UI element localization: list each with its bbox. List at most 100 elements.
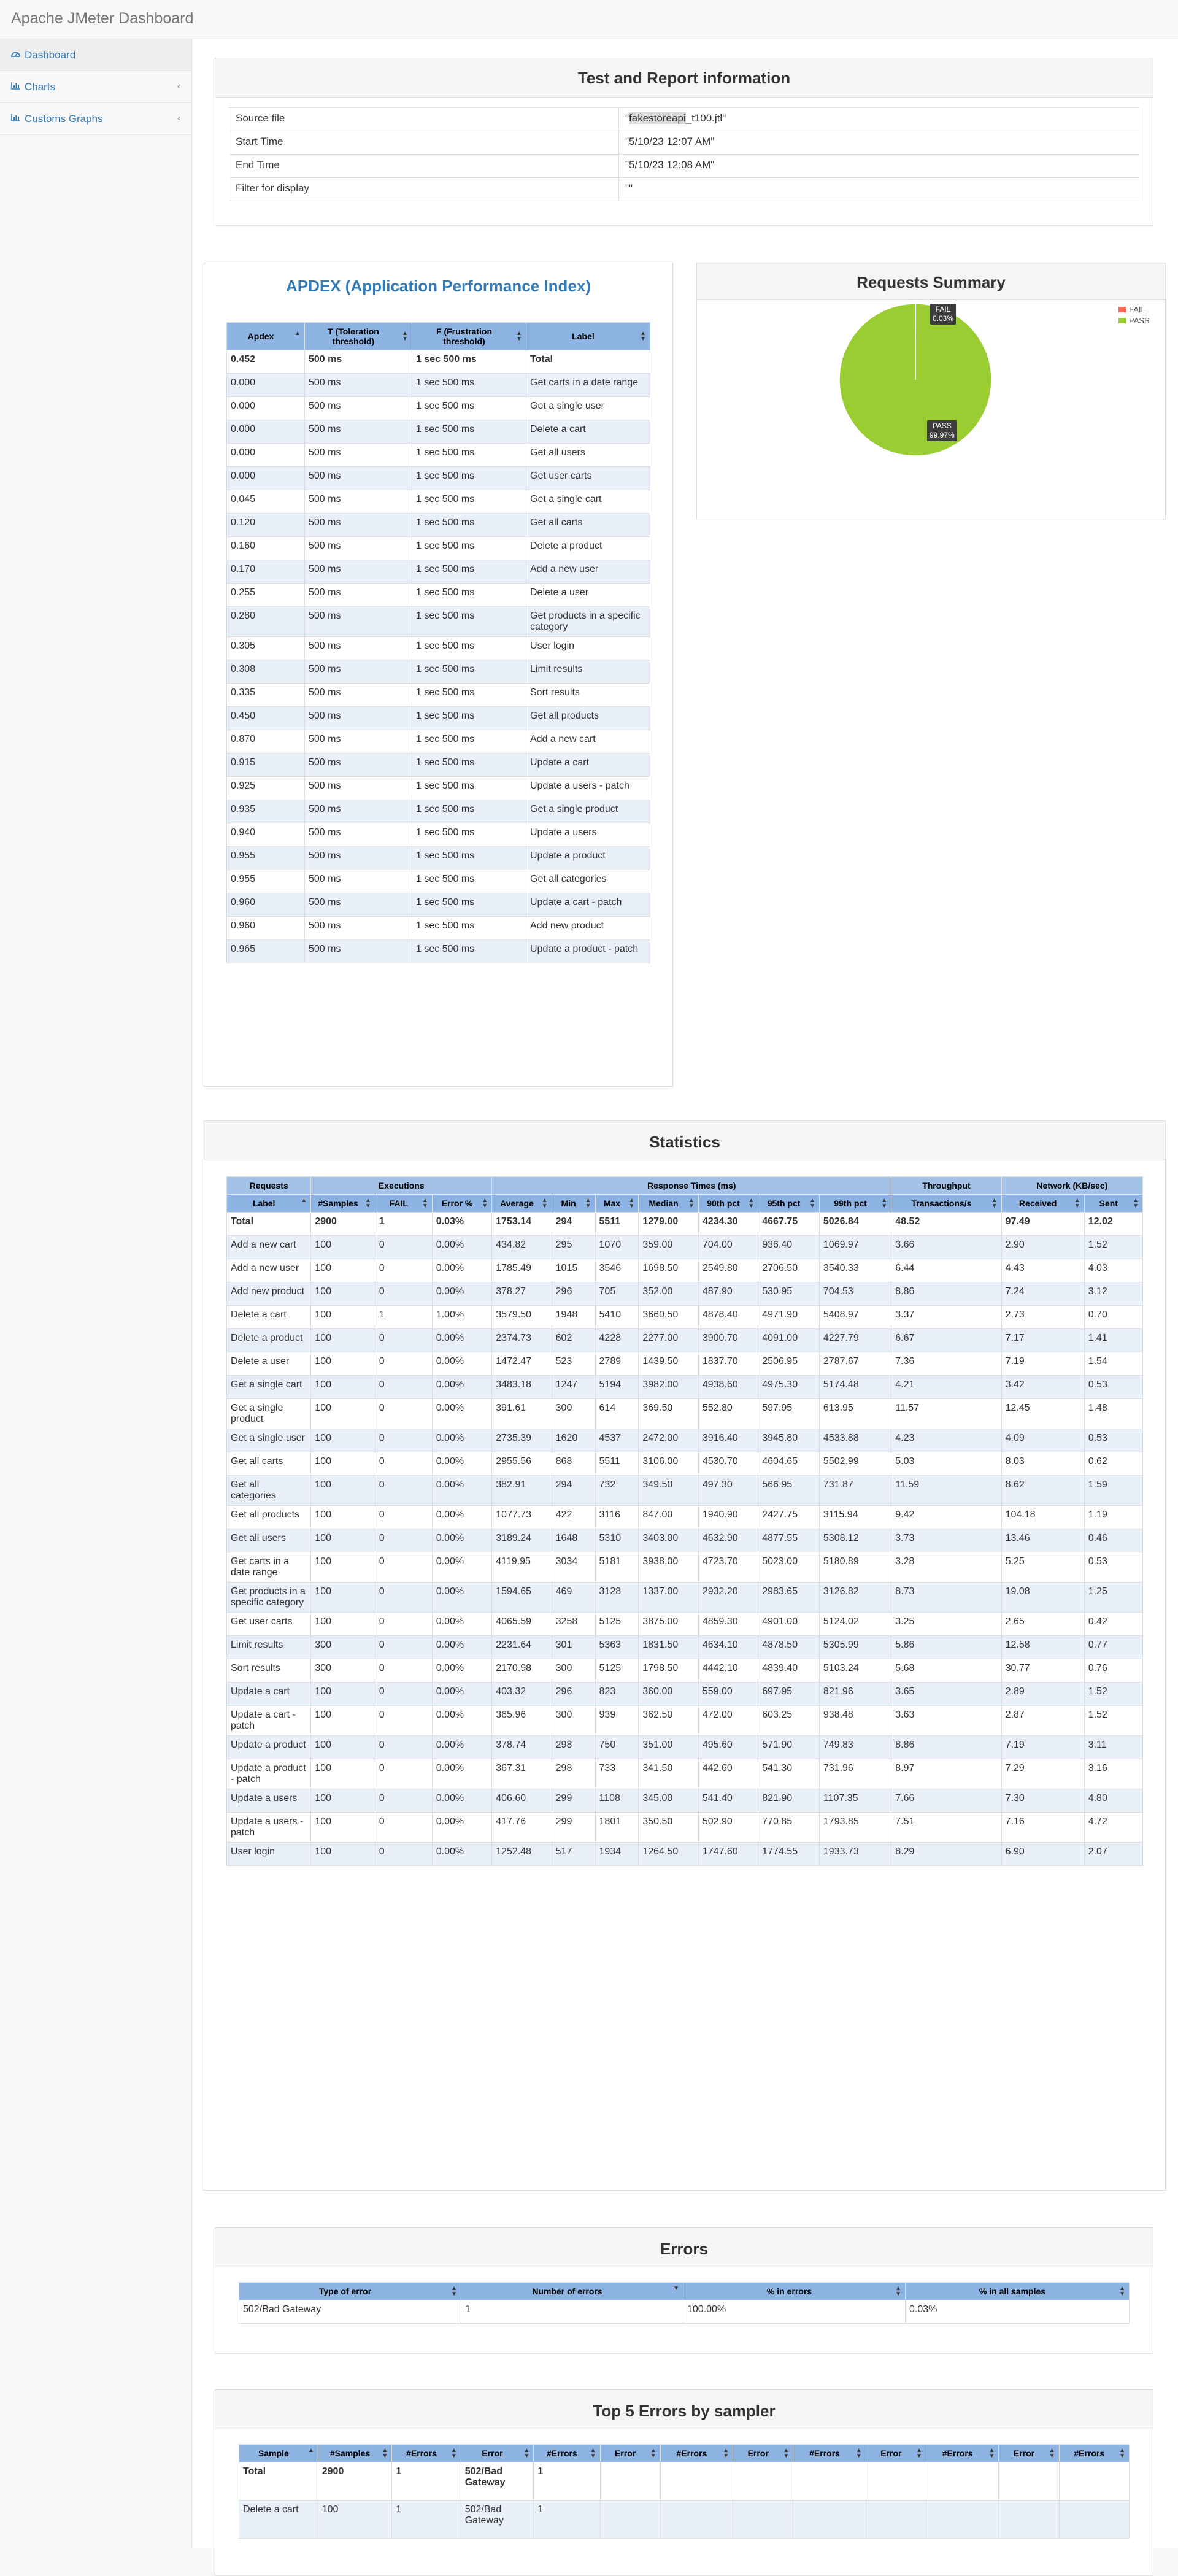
table-cell: 1648 bbox=[552, 1529, 595, 1552]
column-header-type-of-error[interactable]: Type of error▲▼ bbox=[239, 2283, 461, 2300]
table-cell: 294 bbox=[552, 1213, 595, 1236]
table-cell: 4442.10 bbox=[698, 1659, 758, 1683]
table-cell: User login bbox=[227, 1843, 311, 1866]
column-header--errors[interactable]: #Errors▲▼ bbox=[660, 2445, 733, 2462]
table-cell: User login bbox=[526, 637, 650, 660]
column-header-apdex[interactable]: Apdex▲ bbox=[227, 323, 305, 350]
column-header-label[interactable]: Label▲▼ bbox=[526, 323, 650, 350]
table-cell: 3.12 bbox=[1084, 1282, 1142, 1306]
sidebar-item-customs-graphs[interactable]: Customs Graphs ‹ bbox=[0, 103, 191, 135]
column-header-toleration[interactable]: T (Toleration threshold)▲▼ bbox=[305, 323, 412, 350]
legend-item-pass[interactable]: PASS bbox=[1118, 316, 1150, 325]
table-cell: 0.925 bbox=[227, 777, 305, 800]
table-cell: 0 bbox=[375, 1329, 432, 1352]
column-header--errors[interactable]: #Errors▲▼ bbox=[392, 2445, 461, 2462]
table-cell: 500 ms bbox=[305, 870, 412, 893]
column-header-average[interactable]: Average▲▼ bbox=[492, 1195, 552, 1213]
table-cell: 0.00% bbox=[432, 1613, 491, 1636]
column-header-fail[interactable]: FAIL▲▼ bbox=[375, 1195, 432, 1213]
table-cell: 0 bbox=[375, 1352, 432, 1376]
column-header-received[interactable]: Received▲▼ bbox=[1001, 1195, 1084, 1213]
legend-item-fail[interactable]: FAIL bbox=[1118, 305, 1150, 314]
table-cell: 0.53 bbox=[1084, 1552, 1142, 1583]
table-cell: 3258 bbox=[552, 1613, 595, 1636]
sort-icon: ▲▼ bbox=[451, 2286, 457, 2297]
column-header-error[interactable]: Error▲▼ bbox=[999, 2445, 1059, 2462]
column-header-number-of-errors[interactable]: Number of errors▼ bbox=[461, 2283, 683, 2300]
table-cell: 9.42 bbox=[891, 1506, 1001, 1529]
column-header-frustration[interactable]: F (Frustration threshold)▲▼ bbox=[412, 323, 526, 350]
column-header--errors[interactable]: #Errors▲▼ bbox=[926, 2445, 999, 2462]
info-label: Start Time bbox=[229, 131, 619, 155]
table-cell: 296 bbox=[552, 1282, 595, 1306]
column-header-sent[interactable]: Sent▲▼ bbox=[1084, 1195, 1142, 1213]
column-header-error-[interactable]: Error %▲▼ bbox=[432, 1195, 491, 1213]
sidebar-item-dashboard[interactable]: Dashboard bbox=[0, 39, 191, 71]
column-header-error[interactable]: Error▲▼ bbox=[461, 2445, 534, 2462]
table-cell: 0.305 bbox=[227, 637, 305, 660]
sort-icon: ▲▼ bbox=[585, 1198, 591, 1209]
table-cell: 2787.67 bbox=[819, 1352, 891, 1376]
pie-slice-pass[interactable] bbox=[839, 304, 991, 456]
column-header-sample[interactable]: Sample▲ bbox=[239, 2445, 318, 2462]
table-cell: 3546 bbox=[595, 1259, 639, 1282]
table-cell: 1439.50 bbox=[639, 1352, 698, 1376]
table-cell: 1 sec 500 ms bbox=[412, 560, 526, 584]
table-cell: 2.73 bbox=[1001, 1306, 1084, 1329]
table-cell: Delete a product bbox=[526, 537, 650, 560]
column-header-error[interactable]: Error▲▼ bbox=[733, 2445, 793, 2462]
table-cell: 500 ms bbox=[305, 350, 412, 374]
table-cell: 2983.65 bbox=[758, 1583, 820, 1613]
column-header-99th-pct[interactable]: 99th pct▲▼ bbox=[819, 1195, 891, 1213]
table-cell: 1934 bbox=[595, 1843, 639, 1866]
column-header-max[interactable]: Max▲▼ bbox=[595, 1195, 639, 1213]
column-header--samples[interactable]: #Samples▲▼ bbox=[318, 2445, 392, 2462]
column-header-pct-in-all-samples[interactable]: % in all samples▲▼ bbox=[906, 2283, 1130, 2300]
column-header-transactions-s[interactable]: Transactions/s▲▼ bbox=[891, 1195, 1001, 1213]
table-cell: 0.940 bbox=[227, 823, 305, 847]
table-cell: 1 bbox=[534, 2501, 600, 2539]
table-cell: 1 bbox=[375, 1306, 432, 1329]
table-cell: 613.95 bbox=[819, 1399, 891, 1429]
column-header-90th-pct[interactable]: 90th pct▲▼ bbox=[698, 1195, 758, 1213]
table-cell: 1.41 bbox=[1084, 1329, 1142, 1352]
column-header--errors[interactable]: #Errors▲▼ bbox=[793, 2445, 866, 2462]
table-cell: 6.67 bbox=[891, 1329, 1001, 1352]
table-cell: 100 bbox=[311, 1529, 375, 1552]
table-cell: 1 sec 500 ms bbox=[412, 917, 526, 940]
table-cell bbox=[660, 2501, 733, 2539]
column-header-pct-in-errors[interactable]: % in errors▲▼ bbox=[683, 2283, 906, 2300]
table-cell: 1.52 bbox=[1084, 1683, 1142, 1706]
column-header-error[interactable]: Error▲▼ bbox=[600, 2445, 660, 2462]
column-header--errors[interactable]: #Errors▲▼ bbox=[534, 2445, 600, 2462]
table-cell: 868 bbox=[552, 1452, 595, 1476]
table-cell: Update a product bbox=[526, 847, 650, 870]
table-cell: 100 bbox=[311, 1843, 375, 1866]
table-cell: 1 sec 500 ms bbox=[412, 847, 526, 870]
column-header-label[interactable]: Label▲ bbox=[227, 1195, 311, 1213]
column-header-error[interactable]: Error▲▼ bbox=[866, 2445, 926, 2462]
column-header--errors[interactable]: #Errors▲▼ bbox=[1059, 2445, 1129, 2462]
table-cell: 382.91 bbox=[492, 1476, 552, 1506]
column-header--samples[interactable]: #Samples▲▼ bbox=[311, 1195, 375, 1213]
table-cell: 749.83 bbox=[819, 1736, 891, 1759]
table-cell: 732 bbox=[595, 1476, 639, 1506]
sort-icon: ▲▼ bbox=[365, 1198, 371, 1209]
table-cell: 602 bbox=[552, 1329, 595, 1352]
table-cell: 5.86 bbox=[891, 1636, 1001, 1659]
column-header-min[interactable]: Min▲▼ bbox=[552, 1195, 595, 1213]
table-cell bbox=[866, 2462, 926, 2501]
table-cell: 1107.35 bbox=[819, 1789, 891, 1813]
app-title[interactable]: Apache JMeter Dashboard bbox=[11, 10, 193, 28]
table-cell: 938.48 bbox=[819, 1706, 891, 1736]
table-cell: 12.45 bbox=[1001, 1399, 1084, 1429]
sidebar-item-charts[interactable]: Charts ‹ bbox=[0, 71, 191, 103]
table-cell: 2789 bbox=[595, 1352, 639, 1376]
column-header-95th-pct[interactable]: 95th pct▲▼ bbox=[758, 1195, 820, 1213]
column-header-median[interactable]: Median▲▼ bbox=[639, 1195, 698, 1213]
